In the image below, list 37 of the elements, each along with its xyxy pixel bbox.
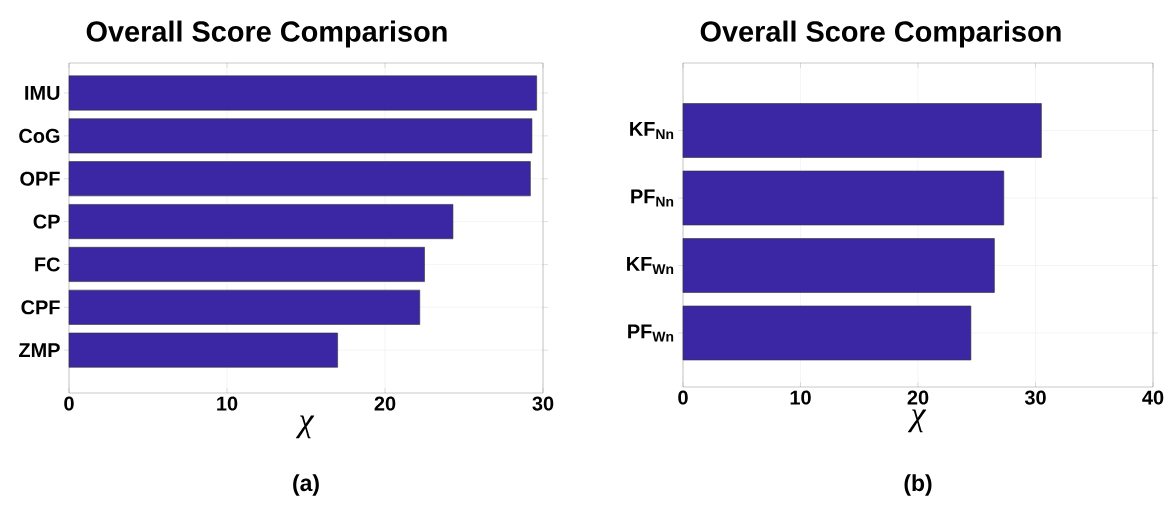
- bar: [68, 289, 421, 325]
- y-tick-label: CoG: [19, 128, 60, 143]
- bar: [68, 161, 531, 197]
- x-tick-label: 40: [1142, 390, 1164, 405]
- x-tick-label: 30: [532, 396, 554, 411]
- text: (a): [293, 474, 319, 496]
- bar: [68, 75, 537, 111]
- bar: [682, 170, 1005, 226]
- x-tick-label: 10: [790, 390, 811, 405]
- bar: [682, 305, 972, 361]
- x-tick-label: 0: [678, 390, 688, 405]
- y-tick-label: CP: [33, 214, 60, 229]
- bar: [68, 332, 338, 368]
- chart-title: Overall Score Comparison: [700, 20, 1061, 48]
- bar: [682, 238, 995, 293]
- chart-title: Overall Score Comparison: [86, 20, 447, 48]
- y-tick-label: IMU: [25, 86, 60, 100]
- y-tick-label: OPF: [20, 171, 60, 186]
- y-tick-label: PF$_{Wn}$: [628, 324, 674, 342]
- y-tick-label: ZMP: [19, 343, 60, 357]
- bar: [68, 118, 533, 154]
- y-tick-label: CPF: [21, 300, 60, 315]
- y-tick-label: FC: [35, 257, 60, 272]
- x-tick-label: 20: [374, 396, 396, 411]
- x-axis-title: χ: [295, 415, 315, 439]
- text: (b): [904, 474, 932, 496]
- x-tick-label: 10: [217, 396, 238, 411]
- bar: [68, 204, 454, 240]
- x-tick-label: 0: [64, 396, 74, 411]
- bar: [68, 246, 425, 282]
- x-tick-label: 30: [1024, 390, 1046, 405]
- bar: [682, 103, 1042, 158]
- y-tick-label: PF$_{Nn}$: [631, 189, 674, 207]
- x-tick-label: 20: [907, 390, 929, 405]
- y-tick-label: KF$_{Nn}$: [630, 122, 674, 139]
- x-axis-title: χ: [907, 409, 927, 433]
- y-tick-label: KF$_{Wn}$: [627, 257, 674, 274]
